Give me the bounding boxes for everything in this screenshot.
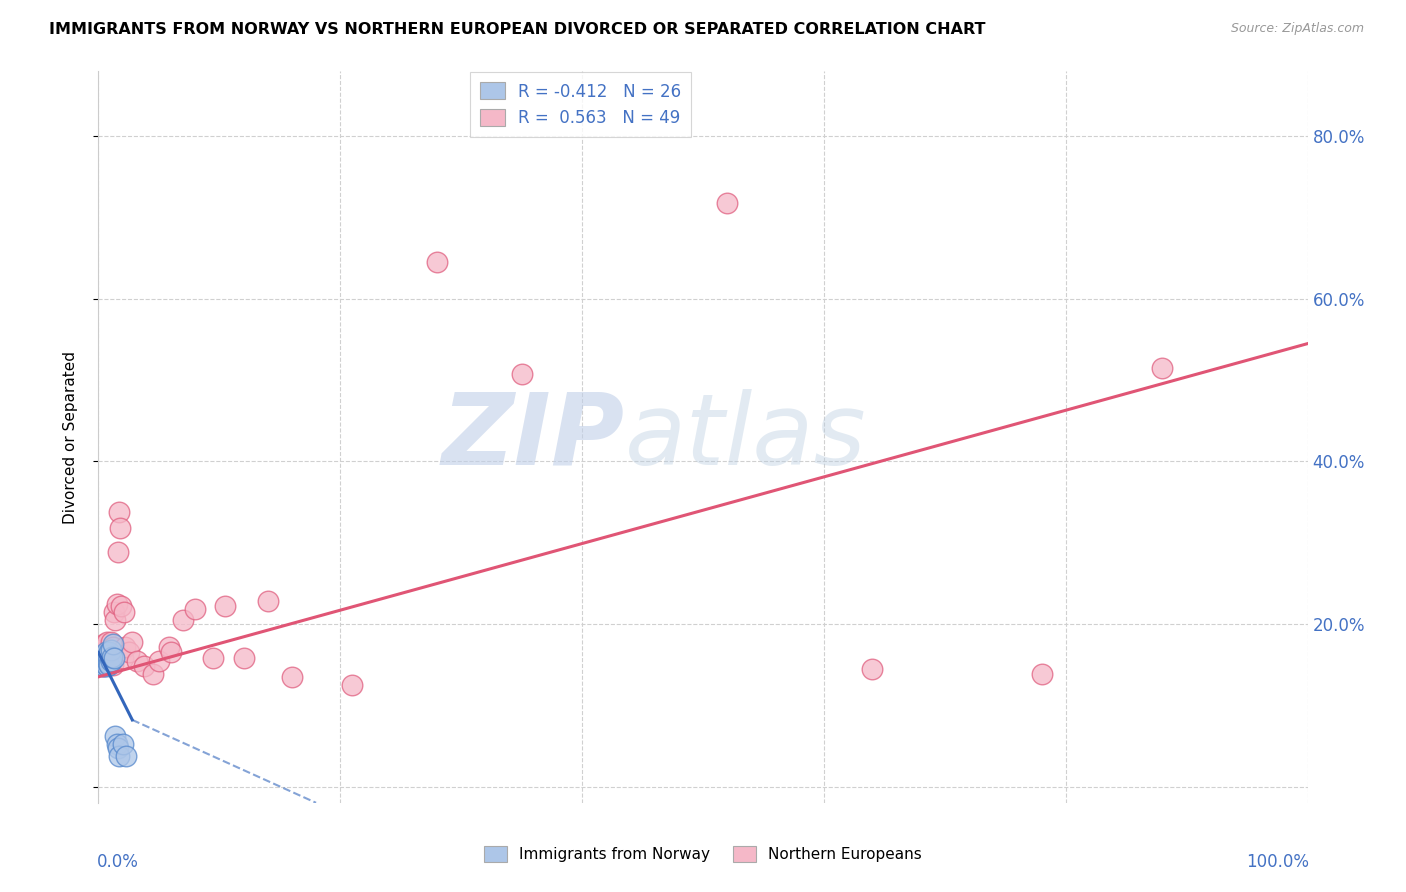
Point	[91, 657, 114, 672]
Point	[232, 651, 254, 665]
Point	[89, 654, 111, 668]
Point	[91, 659, 114, 673]
Point	[93, 659, 115, 673]
Y-axis label: Divorced or Separated: Divorced or Separated	[63, 351, 77, 524]
Point	[98, 645, 121, 659]
Point	[107, 740, 129, 755]
Point	[98, 643, 121, 657]
Point	[105, 597, 128, 611]
Point	[111, 737, 134, 751]
Point	[96, 635, 118, 649]
Point	[103, 605, 125, 619]
Point	[100, 635, 122, 649]
Point	[100, 654, 122, 668]
Point	[716, 196, 738, 211]
Point	[115, 748, 138, 763]
Point	[148, 654, 170, 668]
Point	[93, 637, 115, 651]
Point	[100, 643, 122, 657]
Point	[94, 654, 117, 668]
Point	[108, 521, 131, 535]
Point	[127, 654, 149, 668]
Point	[101, 637, 124, 651]
Point	[94, 645, 117, 659]
Point	[90, 643, 112, 657]
Point	[104, 613, 127, 627]
Point	[105, 737, 128, 751]
Point	[860, 662, 883, 676]
Point	[93, 659, 115, 673]
Point	[110, 599, 132, 614]
Point	[108, 505, 131, 519]
Point	[121, 635, 143, 649]
Point	[91, 649, 114, 664]
Point	[142, 667, 165, 681]
Point	[157, 640, 180, 654]
Point	[172, 613, 194, 627]
Point	[184, 602, 207, 616]
Point	[100, 654, 122, 668]
Point	[426, 255, 449, 269]
Point	[101, 640, 124, 654]
Point	[202, 651, 225, 665]
Point	[342, 678, 364, 692]
Point	[101, 657, 124, 672]
Point	[89, 654, 111, 668]
Point	[256, 594, 278, 608]
Point	[98, 657, 121, 672]
Point	[97, 648, 120, 662]
Point	[114, 640, 136, 654]
Point	[93, 648, 115, 662]
Point	[97, 656, 120, 670]
Point	[108, 748, 131, 763]
Point	[100, 649, 122, 664]
Point	[91, 645, 114, 659]
Point	[214, 599, 236, 614]
Point	[1152, 361, 1174, 376]
Text: IMMIGRANTS FROM NORWAY VS NORTHERN EUROPEAN DIVORCED OR SEPARATED CORRELATION CH: IMMIGRANTS FROM NORWAY VS NORTHERN EUROP…	[49, 22, 986, 37]
Point	[90, 657, 112, 672]
Point	[281, 670, 304, 684]
Text: Source: ZipAtlas.com: Source: ZipAtlas.com	[1230, 22, 1364, 36]
Point	[96, 651, 118, 665]
Text: ZIP: ZIP	[441, 389, 624, 485]
Point	[100, 651, 122, 665]
Point	[96, 659, 118, 673]
Point	[112, 605, 135, 619]
Point	[118, 645, 141, 659]
Point	[97, 656, 120, 670]
Point	[104, 729, 127, 743]
Point	[111, 651, 134, 665]
Point	[107, 545, 129, 559]
Point	[1031, 667, 1053, 681]
Legend: Immigrants from Norway, Northern Europeans: Immigrants from Norway, Northern Europea…	[478, 840, 928, 868]
Point	[96, 648, 118, 662]
Point	[160, 645, 183, 659]
Text: 0.0%: 0.0%	[97, 853, 139, 871]
Point	[134, 659, 156, 673]
Point	[510, 367, 533, 381]
Text: 100.0%: 100.0%	[1246, 853, 1309, 871]
Text: atlas: atlas	[624, 389, 866, 485]
Point	[91, 654, 114, 668]
Point	[91, 651, 114, 665]
Point	[103, 651, 125, 665]
Point	[94, 657, 117, 672]
